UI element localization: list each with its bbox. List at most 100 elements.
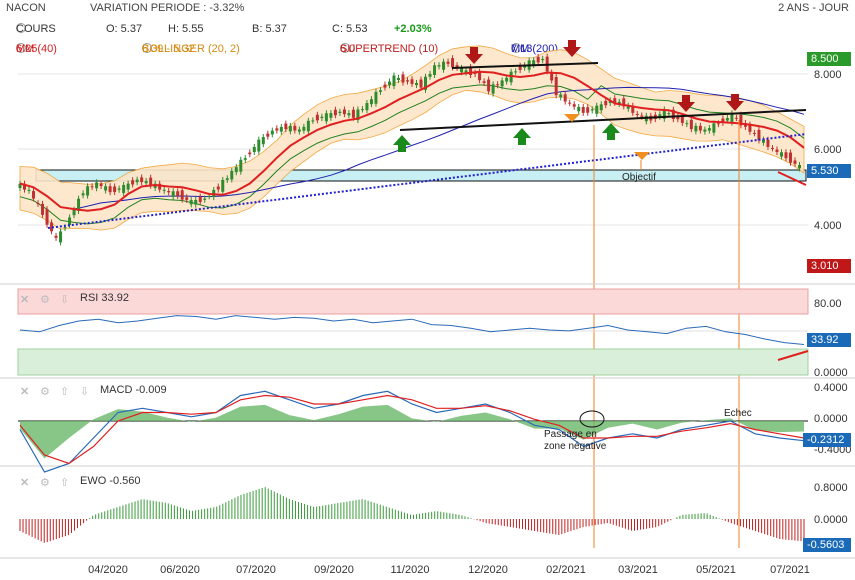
candle-body [306,120,310,132]
price-axis: 8.000 6.000 4.000 [814,69,842,232]
time-tick: 04/2020 [88,564,128,576]
candle-body [162,189,166,191]
candle-body [455,65,459,68]
candle-body [396,77,400,81]
settings-icon[interactable] [142,43,152,53]
legend-change: +2.03% [394,23,432,35]
candle-body [541,58,545,61]
arrow-orange-markers [564,114,650,160]
passage-label-1: Passage en [544,429,597,440]
candle-body [185,197,189,200]
candlesticks [18,53,801,246]
legend-mm40: MM (40) [16,43,57,55]
arrow-down-icon[interactable]: ⇩ [60,294,70,306]
settings-icon[interactable] [16,43,26,53]
candle-body [257,139,261,152]
legend-mm40-value: 6.25 [16,43,38,55]
candle-body [234,167,238,173]
ewo-tick: 0.0000 [814,514,848,526]
gear-icon[interactable]: ⚙ [40,294,50,306]
close-icon[interactable]: ✕ [20,477,30,489]
time-tick: 02/2021 [546,564,586,576]
close-icon[interactable]: ✕ [20,386,30,398]
candle-body [626,105,630,109]
candle-body [599,104,603,111]
candle-body [707,128,711,131]
rsi-axis: 80.00 0.0000 [814,298,848,379]
candle-body [126,183,130,190]
candle-body [180,190,184,200]
rsi-line [19,315,805,345]
candle-body [572,104,576,107]
macd-tick: -0.4000 [814,444,851,456]
legend-cours: COURS [16,23,56,35]
candle-body [446,61,450,64]
time-tick: 05/2021 [696,564,736,576]
candle-body [320,116,324,119]
candle-body [640,115,644,117]
candle-body [216,186,220,190]
settings-icon[interactable] [16,23,26,33]
rsi-overbought-zone [17,288,809,315]
candle-body [122,184,126,194]
supertrend-line [19,84,805,225]
gear-icon[interactable]: ⚙ [40,386,50,398]
rsi-tick: 80.00 [814,298,842,310]
candle-body [689,119,693,130]
candle-body [419,79,423,88]
candle-body [761,139,765,143]
candle-body [243,158,247,160]
close-icon[interactable]: ✕ [20,294,30,306]
candle-body [149,177,153,186]
settings-icon[interactable] [340,43,350,53]
gear-icon[interactable]: ⚙ [40,477,50,489]
echec-label: Echec [724,408,752,419]
arrow-up-icon[interactable]: ⇧ [60,386,70,398]
candle-body [433,65,437,76]
candle-body [460,67,464,73]
candle-body [86,186,90,196]
candle-body [550,72,554,81]
ewo-value: -0.560 [109,475,141,487]
period-selector[interactable]: 2 ANS - JOUR [778,2,849,14]
candle-body [739,114,743,126]
candle-body [536,56,540,63]
legend-bollinger-value: 6.39 - 5.32 [142,43,195,55]
candle-body [410,79,414,84]
time-tick: 09/2020 [314,564,354,576]
candle-body [770,147,774,149]
candle-body [68,217,72,225]
price-tick: 8.000 [814,69,842,81]
legend-supertrend: SUPERTREND (10) [340,43,439,55]
time-tick: 11/2020 [391,564,430,576]
candle-body [324,113,328,122]
trendline-neckline [399,109,807,131]
candle-body [360,109,364,111]
candle-body [333,109,337,116]
candle-body [59,231,63,243]
ewo-tag: -0.5603 [803,538,851,552]
candle-body [27,189,31,191]
candle-body [248,152,252,155]
candle-body [194,199,198,205]
candle-body [131,180,135,185]
arrow-up-icon[interactable]: ⇧ [60,477,70,489]
rsi-tag: 33.92 [807,333,851,347]
candle-body [221,179,225,192]
settings-icon[interactable] [511,43,521,53]
candle-body [135,179,139,183]
time-tick: 12/2020 [468,564,508,576]
candle-body [279,126,283,132]
legend-mm200-value: 7.13 [511,43,533,55]
candle-body [635,114,639,116]
arrow-down-icon[interactable]: ⇩ [80,386,90,398]
candle-body [113,186,117,193]
candle-body [563,94,567,102]
candle-body [347,113,351,116]
candle-body [108,186,112,193]
macd-signal-line [19,394,805,465]
candle-body [473,72,477,74]
candle-body [158,183,162,190]
candle-body [144,181,148,184]
